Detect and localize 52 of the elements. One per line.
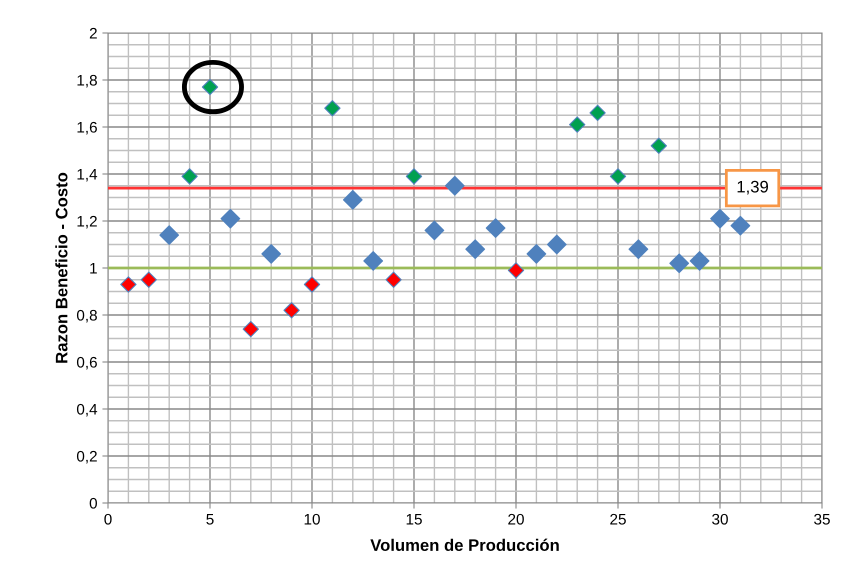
y-tick-label: 0,2 — [76, 450, 97, 464]
y-tick-label: 1,2 — [78, 216, 97, 228]
point — [486, 218, 506, 238]
x-tick-label: 30 — [712, 514, 728, 525]
point — [710, 208, 730, 229]
point — [406, 168, 422, 185]
x-axis-title: Volumen de Producción — [370, 538, 559, 552]
x-tick-label: 20 — [508, 514, 524, 525]
y-tick-label: 0,4 — [76, 404, 98, 416]
point — [140, 272, 157, 288]
point — [261, 244, 282, 264]
point — [220, 208, 240, 229]
y-axis-title: Razon Beneficio - Costo — [55, 172, 68, 363]
point — [342, 190, 363, 210]
point — [444, 176, 465, 196]
point — [465, 239, 486, 260]
point — [159, 225, 180, 245]
point — [690, 251, 710, 271]
point — [181, 168, 198, 185]
y-tick-label: 1,4 — [78, 169, 98, 182]
y-tick-label: 1,8 — [78, 74, 97, 88]
y-tick-label: 2 — [90, 28, 97, 39]
point — [242, 320, 259, 338]
y-tick-label: 0 — [90, 498, 97, 509]
y-tick-label: 0,6 — [76, 356, 97, 370]
x-tick-label: 10 — [304, 514, 320, 525]
point — [424, 220, 444, 240]
y-tick-label: 0,8 — [76, 310, 97, 322]
point — [283, 302, 300, 318]
x-tick-label: 15 — [406, 514, 422, 525]
x-tick-label: 5 — [206, 514, 214, 525]
point — [508, 262, 524, 279]
point — [628, 239, 648, 260]
point — [363, 251, 384, 271]
point — [324, 100, 341, 116]
point — [526, 244, 546, 264]
x-tick-label: 35 — [814, 514, 830, 525]
point — [730, 216, 750, 236]
point — [385, 272, 402, 288]
point — [120, 276, 137, 293]
point — [650, 138, 667, 154]
point — [610, 168, 626, 185]
annotation: 1,39 — [738, 180, 768, 195]
x-tick-label: 25 — [610, 514, 626, 525]
point — [669, 253, 690, 274]
y-tick-label: 1 — [90, 263, 97, 274]
point — [589, 104, 606, 122]
y-tick-label: 1,6 — [78, 122, 97, 134]
x-tick-label: 0 — [104, 514, 112, 525]
point — [546, 234, 567, 254]
point — [569, 116, 586, 133]
point — [304, 276, 320, 293]
